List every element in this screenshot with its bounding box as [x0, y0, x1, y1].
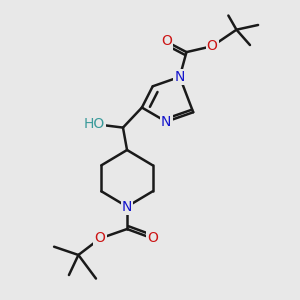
Text: O: O	[161, 34, 172, 49]
Text: O: O	[207, 39, 218, 53]
Text: N: N	[122, 200, 132, 214]
Text: N: N	[161, 115, 171, 129]
Text: HO: HO	[84, 117, 105, 131]
Text: O: O	[94, 232, 106, 245]
Text: N: N	[175, 70, 185, 84]
Text: O: O	[147, 232, 158, 245]
